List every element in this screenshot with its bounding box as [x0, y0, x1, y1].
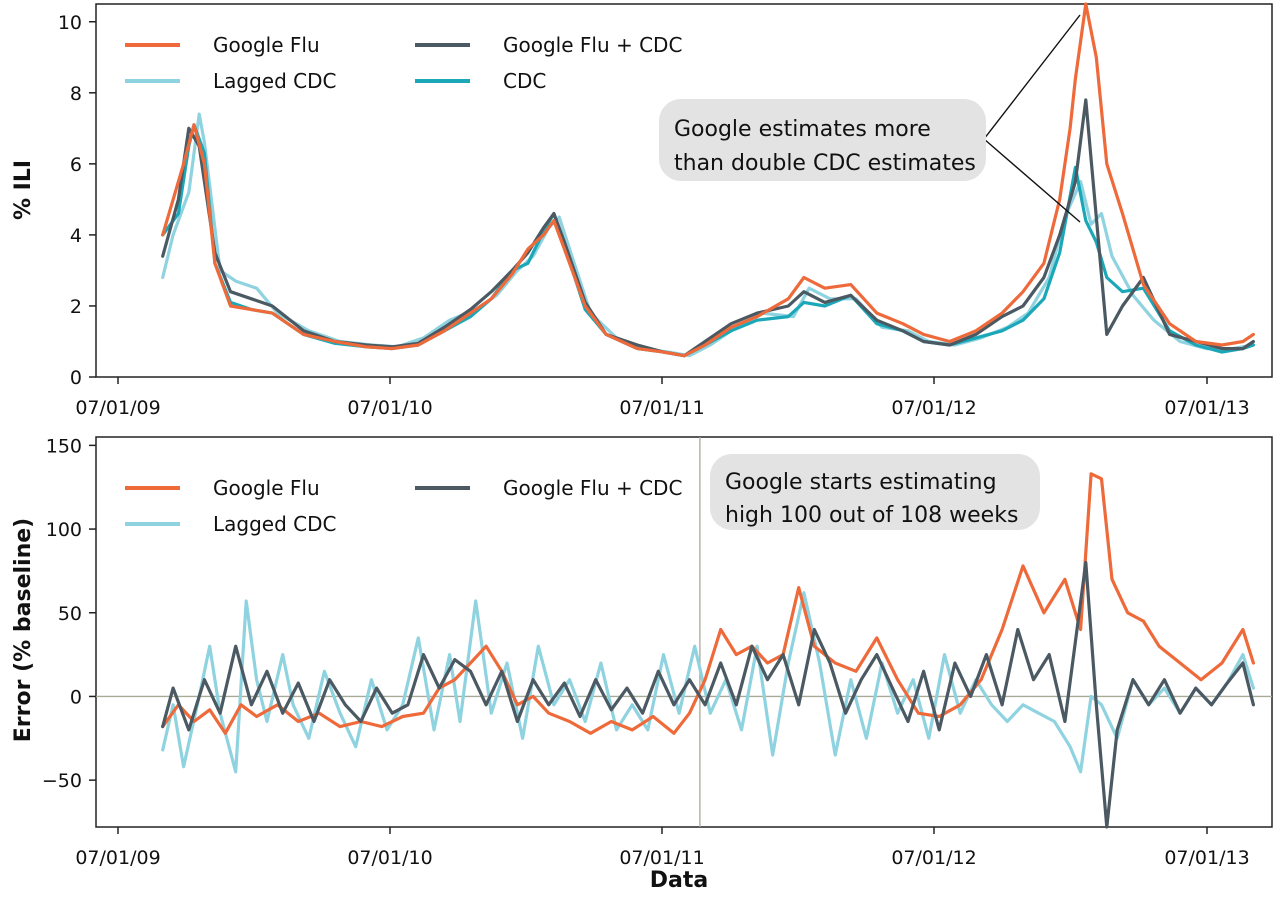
- y-tick-label: −50: [42, 770, 82, 792]
- x-tick-label: 07/01/12: [891, 397, 976, 419]
- legend-label: Google Flu + CDC: [503, 33, 682, 57]
- x-tick-label: 07/01/10: [347, 397, 432, 419]
- x-tick-label: 07/01/11: [619, 397, 704, 419]
- x-tick-label: 07/01/13: [1164, 847, 1249, 869]
- y-tick-label: 0: [70, 367, 82, 389]
- x-axis-label: Data: [650, 868, 708, 893]
- x-tick-label: 07/01/11: [619, 847, 704, 869]
- y-tick-label: 0: [70, 686, 82, 708]
- annotation-box: [710, 454, 1040, 530]
- y-axis-label: Error (% baseline): [11, 518, 36, 742]
- legend-label: Lagged CDC: [213, 512, 336, 536]
- error-panel: 150 100 50 0 −50 07/01/09 07/01/10 07/01/11 07/0…: [11, 435, 1273, 893]
- annotation-text: high 100 out of 108 weeks: [725, 503, 1018, 528]
- x-tick-label: 07/01/12: [891, 847, 976, 869]
- legend-label: CDC: [503, 69, 546, 93]
- legend-label: Google Flu: [213, 33, 320, 57]
- y-tick-label: 4: [70, 225, 82, 247]
- annotation-box: [659, 99, 986, 181]
- y-tick-label: 150: [46, 435, 82, 457]
- y-tick-label: 50: [58, 603, 82, 625]
- series-line-google-flu: [161, 472, 1256, 735]
- series-line-google-flu-cdc: [161, 560, 1256, 829]
- annotation-pointer: [983, 14, 1081, 140]
- series-line-google-flu: [161, 2, 1256, 358]
- x-tick-label: 07/01/10: [347, 847, 432, 869]
- x-tick-label: 07/01/09: [75, 397, 160, 419]
- plot-frame: [95, 3, 1273, 378]
- legend-label: Google Flu: [213, 476, 320, 500]
- annotation-text: Google estimates more: [674, 117, 931, 142]
- y-tick-label: 8: [70, 83, 82, 105]
- legend-label: Lagged CDC: [213, 69, 336, 93]
- y-tick-label: 100: [46, 519, 82, 541]
- y-tick-label: 10: [58, 12, 82, 34]
- annotation-pointer: [983, 138, 1081, 223]
- legend-label: Google Flu + CDC: [503, 476, 682, 500]
- annotation-text: Google starts estimating: [725, 470, 997, 495]
- ili-panel: 0 2 4 6 8 10 07/01/09 07/01/10 07/01/11 07/01/12 0…: [11, 2, 1273, 419]
- plot-frame: [95, 436, 1273, 828]
- y-tick-label: 2: [70, 296, 82, 318]
- y-tick-label: 6: [70, 154, 82, 176]
- y-axis-label: % ILI: [11, 160, 36, 220]
- x-tick-label: 07/01/13: [1164, 397, 1249, 419]
- x-tick-label: 07/01/09: [75, 847, 160, 869]
- annotation-text: than double CDC estimates: [674, 151, 976, 176]
